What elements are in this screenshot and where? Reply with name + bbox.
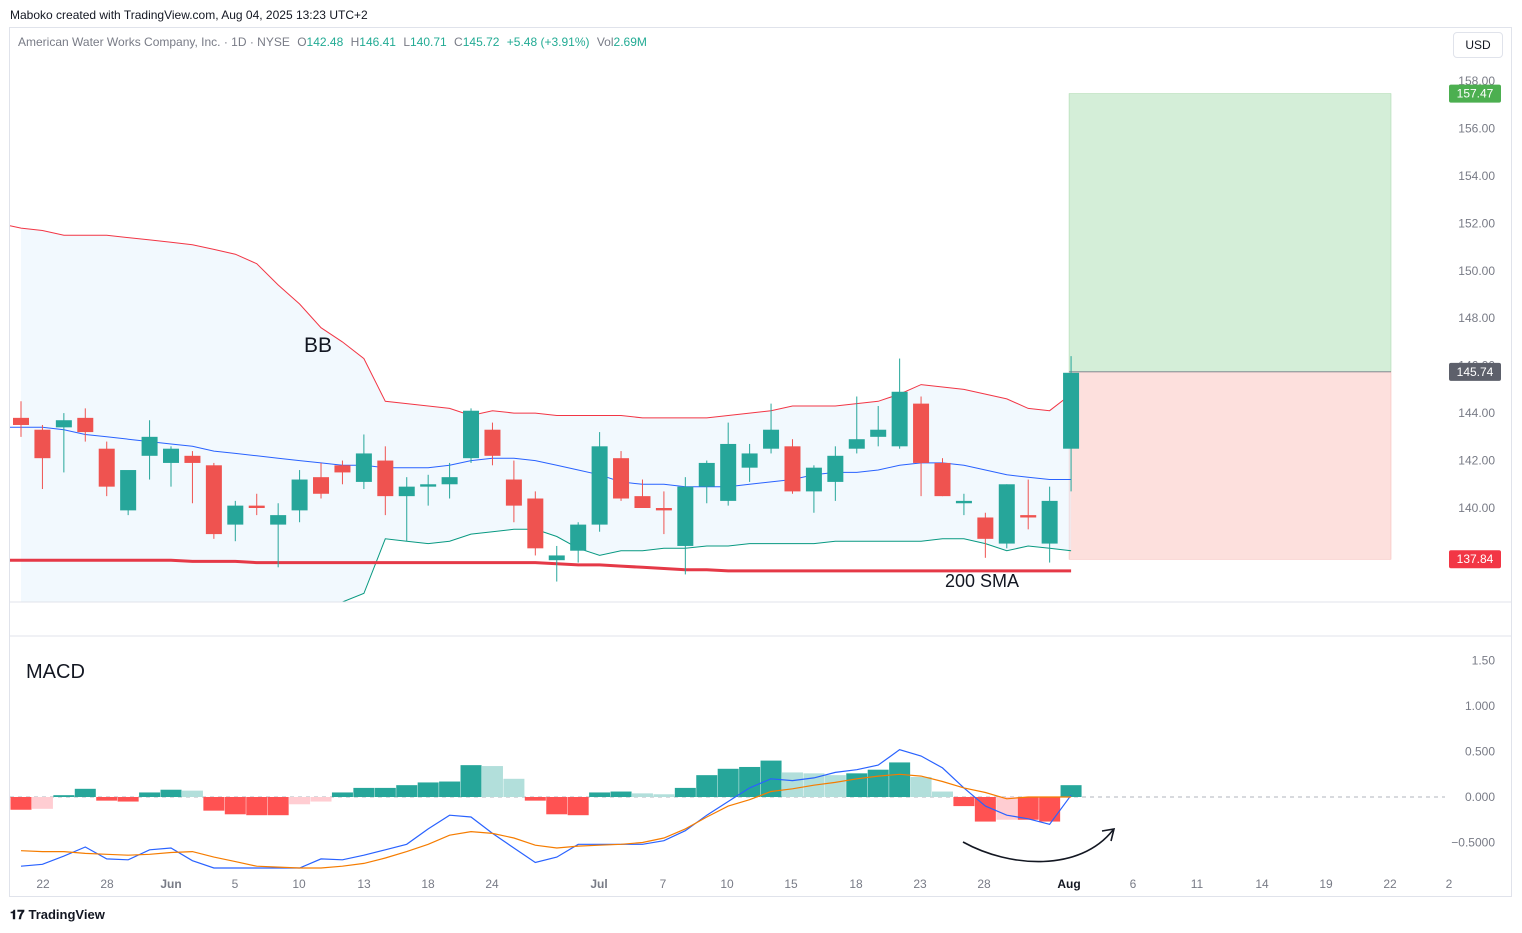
- volume-value: 2.69M: [613, 35, 647, 49]
- open-label: O: [297, 35, 307, 49]
- currency-button[interactable]: USD: [1453, 32, 1503, 58]
- tradingview-logo[interactable]: 𝟏𝟕 TradingView: [10, 907, 105, 923]
- chart-frame: [9, 27, 1512, 897]
- close-label: C: [454, 35, 463, 49]
- chart-caption: Maboko created with TradingView.com, Aug…: [10, 8, 368, 22]
- symbol-legend: American Water Works Company, Inc. · 1D …: [18, 35, 647, 49]
- close-value: 145.72: [462, 35, 500, 49]
- low-value: 140.71: [410, 35, 447, 49]
- low-label: L: [403, 35, 410, 49]
- open-value: 142.48: [306, 35, 344, 49]
- symbol-name: American Water Works Company, Inc. · 1D …: [18, 35, 290, 49]
- high-label: H: [350, 35, 360, 49]
- brand-label: TradingView: [28, 907, 105, 922]
- high-value: 146.41: [359, 35, 396, 49]
- tradingview-mark-icon: 𝟏𝟕: [10, 907, 25, 922]
- change-value: +5.48 (+3.91%): [506, 35, 590, 49]
- volume-label: Vol: [596, 35, 614, 49]
